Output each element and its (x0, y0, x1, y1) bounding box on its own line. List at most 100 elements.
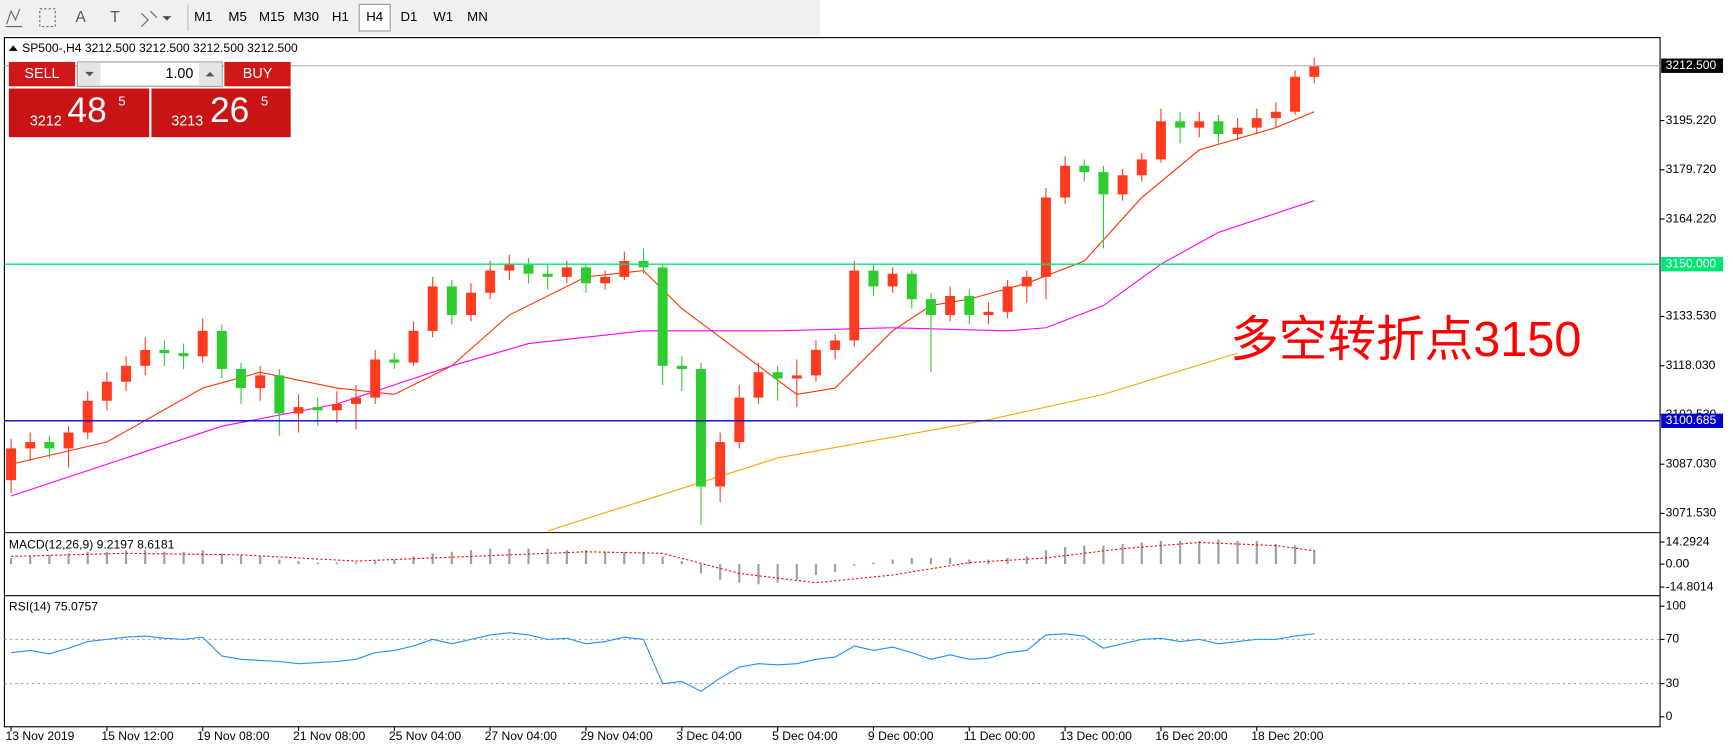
chart-header: SP500-,H4 3212.500 3212.500 3212.500 321… (22, 41, 298, 55)
macd-signal (11, 541, 1315, 584)
x-tick-label: 15 Nov 12:00 (101, 729, 174, 743)
candle-body (1136, 159, 1147, 176)
x-tick-label: 13 Nov 2019 (6, 729, 75, 743)
tool-icon[interactable]: A (76, 9, 87, 26)
icon-dropdown[interactable] (162, 16, 172, 21)
buy-button[interactable] (224, 61, 291, 87)
active-timeframe-frame (358, 3, 391, 32)
sell-button[interactable] (8, 61, 76, 87)
x-tick-label: 29 Nov 04:00 (580, 729, 653, 743)
candle-body (1194, 121, 1205, 128)
price-label-bg (1661, 257, 1724, 272)
candle-body (810, 349, 821, 376)
ask-big: 3213 (171, 113, 203, 129)
icon-arrows[interactable] (141, 10, 158, 27)
bid-small: 5 (118, 93, 125, 108)
y-tick-label: 3071.530 (1666, 506, 1717, 520)
timeframe-button[interactable]: M1 (194, 9, 212, 24)
x-tick-label: 16 Dec 20:00 (1155, 729, 1228, 743)
candle-body (178, 353, 189, 357)
candle-body (427, 286, 438, 331)
timeframe-button[interactable]: M5 (228, 9, 246, 24)
candle-body (408, 330, 419, 363)
candle-body (1309, 65, 1320, 77)
y-tick-label: 3087.030 (1666, 456, 1717, 470)
candle-body (197, 330, 208, 357)
candle-body (1155, 121, 1166, 160)
candle-body (25, 442, 36, 449)
y-tick-label: 3179.720 (1666, 162, 1717, 176)
icon-grid[interactable] (39, 8, 56, 28)
candle-body (964, 295, 975, 316)
candle-body (1040, 197, 1051, 277)
candle-body (868, 270, 879, 287)
volume-value[interactable]: 1.00 (165, 66, 193, 82)
timeframe-button[interactable]: H4 (366, 9, 383, 24)
y-tick-label: 3133.530 (1666, 309, 1717, 323)
ask-panel[interactable] (151, 88, 291, 138)
bid-big: 3212 (30, 113, 62, 129)
timeframe-button[interactable]: D1 (400, 9, 417, 24)
candle-body (849, 270, 860, 341)
price-label-bg (1661, 413, 1724, 429)
candle-body (1079, 165, 1090, 173)
candle-body (734, 397, 745, 443)
toolbar-empty (820, 0, 1733, 36)
timeframe-button[interactable]: MN (467, 9, 488, 24)
candle-body (561, 267, 572, 277)
y-tick-label: 0 (1666, 709, 1673, 723)
buy-label: BUY (243, 66, 273, 82)
candle-body (63, 432, 74, 449)
candle-body (1098, 172, 1109, 195)
timeframe-button[interactable]: M15 (259, 9, 285, 24)
x-tick-label: 18 Dec 20:00 (1251, 729, 1324, 743)
price-label: 3212.500 (1666, 58, 1717, 72)
candle-body (600, 276, 611, 284)
candle-body (446, 286, 457, 316)
candle-body (925, 299, 936, 316)
timeframe-button[interactable]: M30 (293, 9, 319, 24)
candle-body (772, 372, 783, 379)
annotation: 多空转折点3150 (1230, 313, 1581, 367)
ask-main: 26 (210, 91, 249, 130)
bid-panel[interactable] (8, 88, 150, 138)
candle-body (274, 375, 285, 414)
candle-body (121, 365, 132, 382)
candle-body (255, 375, 266, 389)
candle-body (236, 369, 247, 389)
icon-chart[interactable] (5, 8, 23, 28)
candle-body (485, 270, 496, 293)
x-tick-label: 27 Nov 04:00 (485, 729, 558, 743)
collapse-arrow[interactable] (8, 45, 18, 51)
x-tick-label: 3 Dec 04:00 (676, 729, 742, 743)
candle-body (523, 264, 534, 274)
toolbar (0, 0, 821, 36)
toolbar-icons (5, 8, 172, 28)
candle-body (101, 381, 112, 401)
y-tick-label: 3195.220 (1666, 113, 1717, 127)
candle-body (676, 365, 687, 370)
timeframe-button[interactable]: H1 (332, 9, 349, 24)
chart-frame (3, 37, 1661, 728)
x-tick-label: 25 Nov 04:00 (389, 729, 462, 743)
volume-box[interactable] (76, 61, 223, 87)
candle-body (351, 397, 361, 404)
candle-body (44, 442, 55, 449)
y-tick-label: 70 (1666, 632, 1680, 646)
candle-body (331, 403, 342, 411)
timeframe-button[interactable]: W1 (433, 9, 453, 24)
toolbar-buttons: A T M1 M5 M15 M30 H1 H4 D1 W1 MN (76, 3, 488, 32)
x-tick-label: 11 Dec 00:00 (964, 729, 1036, 743)
candle-body (370, 359, 381, 398)
candle-body (887, 273, 898, 287)
candle-body (159, 349, 170, 354)
y-tick-label: 30 (1666, 676, 1680, 690)
tool-icon[interactable]: T (110, 9, 120, 26)
candle-body (542, 273, 553, 277)
candle-body (466, 292, 476, 316)
trade-panel: SELL 1.00 BUY 3212 48 5 3213 26 5 (8, 61, 291, 138)
x-tick-label: 13 Dec 00:00 (1060, 729, 1133, 743)
candle-body (1270, 111, 1281, 119)
candle-body (82, 400, 93, 433)
x-tick-label: 9 Dec 00:00 (868, 729, 934, 743)
